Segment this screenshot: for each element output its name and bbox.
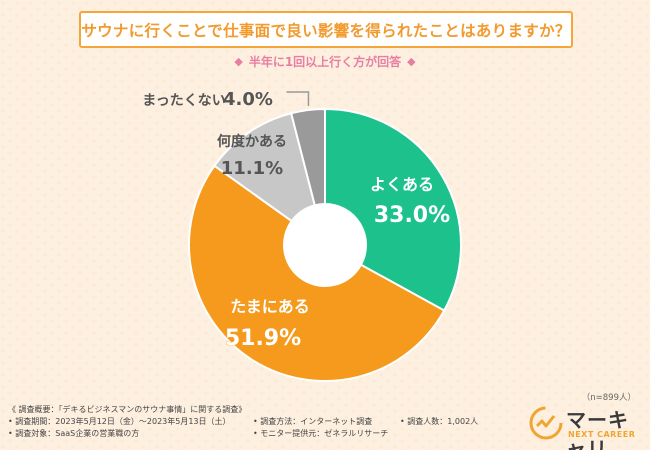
subtitle-text: 半年に1回以上行く方が回答 — [248, 54, 402, 69]
respondents-column: • 調査人数：1,002人 — [400, 416, 478, 428]
value-often: 33.0% — [374, 203, 450, 228]
overview-title: 《 調査概要：「デキるビジネスマンのサウナ事情」に関する調査》 — [8, 405, 247, 414]
donut-hole — [284, 204, 366, 286]
label-sometimes: たまにある — [230, 297, 310, 316]
chart-subtitle: ◆ 半年に1回以上行く方が回答 ◆ — [0, 52, 650, 70]
diamond-left-icon: ◆ — [234, 54, 243, 68]
survey-overview: 《 調査概要：「デキるビジネスマンのサウナ事情」に関する調査》 • 調査期間：2… — [8, 404, 508, 444]
label-often: よくある — [370, 175, 434, 194]
logo-tagline: NEXT CAREER — [568, 430, 636, 439]
slice-sometimes — [188, 164, 446, 382]
overview-target: • 調査対象：SaaS企業の営業職の方 — [8, 429, 140, 438]
value-never: 4.0% — [223, 89, 273, 110]
sample-size: （n=899人） — [581, 393, 636, 403]
value-rarely: 11.1% — [221, 158, 283, 179]
overview-respondents: • 調査人数：1,002人 — [400, 417, 479, 426]
value-sometimes: 51.9% — [225, 326, 301, 351]
leader-line-never — [286, 91, 310, 107]
logo: マーキャリ NEXT CAREER — [528, 402, 646, 450]
overview-method: • 調査方法：インターネット調査 — [253, 417, 373, 426]
label-never: まったくない — [142, 93, 225, 109]
chart-title: サウナに行くことで仕事面で良い影響を得られたことはありますか？ — [79, 11, 573, 48]
chart-check-icon — [529, 406, 563, 440]
method-column: • 調査方法：インターネット調査 • モニター提供元：ゼネラルリサーチ — [253, 416, 388, 440]
overview-provider: • モニター提供元：ゼネラルリサーチ — [253, 429, 389, 438]
diamond-right-icon: ◆ — [407, 54, 416, 68]
overview-period: • 調査期間：2023年5月12日（金）〜2023年5月13日（土） — [8, 417, 231, 426]
logo-name: マーキャリ — [566, 408, 629, 450]
label-rarely: 何度かある — [217, 133, 287, 150]
overview-column: 《 調査概要：「デキるビジネスマンのサウナ事情」に関する調査》 • 調査期間：2… — [8, 404, 246, 440]
